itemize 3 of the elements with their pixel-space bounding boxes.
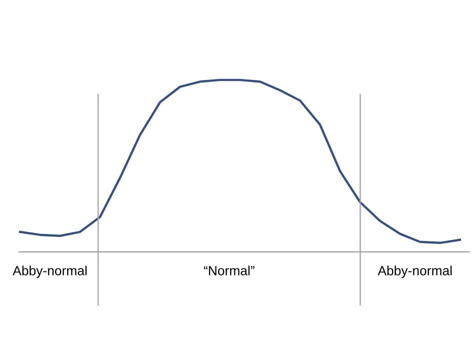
text: Abby-normal: [378, 266, 452, 278]
text: Abby-normal: [12, 266, 87, 278]
text: “Normal”: [204, 266, 254, 276]
